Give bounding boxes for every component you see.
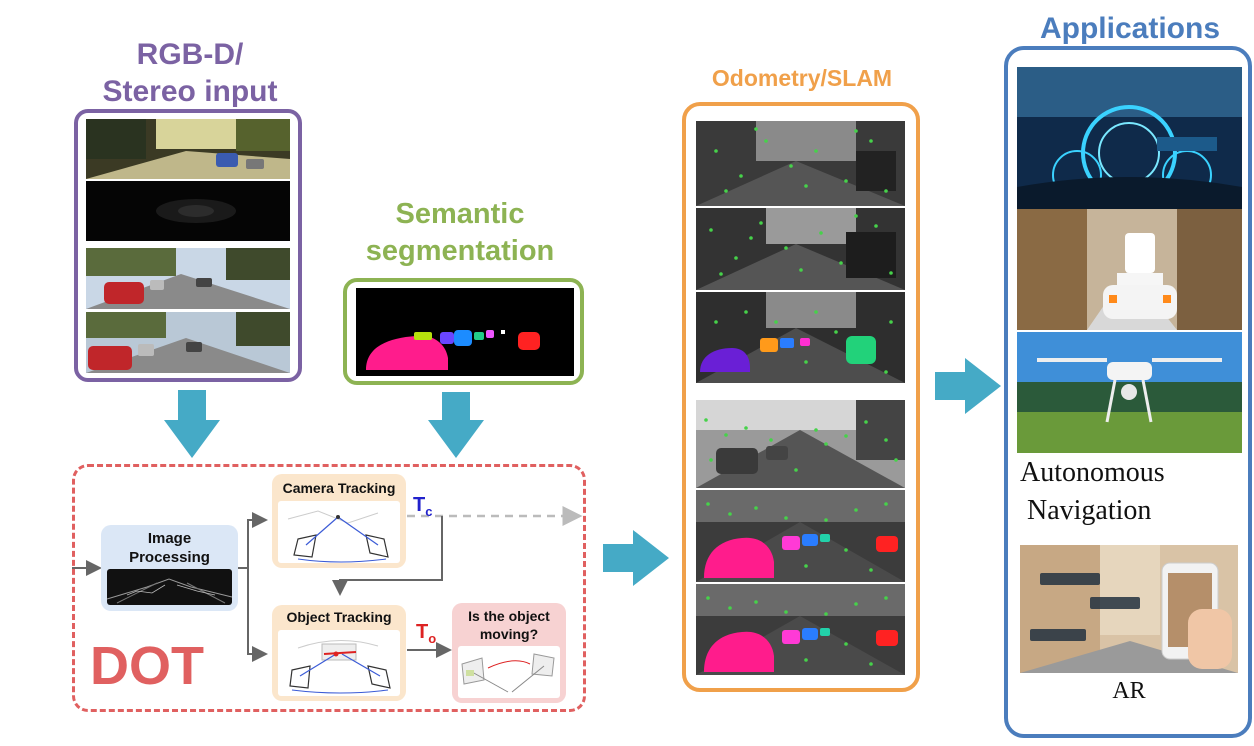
is-moving-diagram [458, 646, 560, 698]
ar-image [1020, 545, 1238, 673]
applications-title: Applications [1039, 12, 1220, 45]
camera-tracking-box: Camera Tracking [272, 474, 406, 568]
drone-image [1017, 332, 1242, 453]
dot-to-odometry-arrow [603, 530, 669, 586]
odometry-frame [682, 102, 920, 692]
warehouse-robot-image [1017, 209, 1242, 330]
tc-subscript: c [425, 504, 433, 519]
segmentation-title: Semantic segmentation [365, 198, 555, 267]
stereo-image-left [86, 248, 290, 309]
dot-frame [72, 464, 586, 712]
image-processing-box: Image Processing [101, 525, 238, 611]
autonomous-navigation-label: Autonomous Navigation [1020, 457, 1165, 526]
input-down-arrow [164, 390, 220, 458]
ar-label: AR [1112, 678, 1146, 704]
segmentation-frame [343, 278, 584, 385]
is-moving-box: Is the object moving? [452, 603, 566, 703]
odometry-gray-frame-3 [696, 400, 905, 488]
object-tracking-label: Object Tracking [286, 609, 392, 625]
camera-tracking-diagram [278, 501, 400, 563]
is-moving-label: Is the object moving? [468, 608, 550, 642]
autonomous-car-image [1017, 67, 1242, 209]
odometry-segmented-frame-3 [696, 584, 905, 675]
to-letter: T [416, 621, 429, 643]
depth-image [86, 181, 290, 241]
camera-tracking-label: Camera Tracking [282, 480, 396, 496]
rgb-image-1 [86, 119, 290, 179]
segmentation-down-arrow [428, 392, 484, 458]
odometry-to-applications-arrow [935, 358, 1001, 414]
segmentation-image [356, 288, 574, 376]
odometry-segmented-frame-1 [696, 292, 905, 383]
tc-symbol: Tc [413, 494, 432, 519]
object-tracking-box: Object Tracking [272, 605, 406, 701]
to-symbol: To [416, 621, 436, 646]
odometry-title: Odometry/SLAM [711, 65, 893, 91]
object-tracking-diagram [278, 630, 400, 696]
dot-label: DOT [90, 636, 204, 696]
image-processing-thumbnail [107, 569, 232, 605]
input-frame [74, 109, 302, 382]
odometry-segmented-frame-2 [696, 490, 905, 582]
image-processing-label: Image Processing [129, 530, 210, 566]
to-subscript: o [428, 631, 437, 646]
applications-frame [1004, 46, 1252, 738]
odometry-gray-frame-2 [696, 208, 905, 290]
dot-connectors [72, 506, 583, 662]
tc-letter: T [413, 494, 426, 516]
odometry-gray-frame-1 [696, 121, 905, 206]
stereo-image-right [86, 312, 290, 373]
input-title: RGB-D/ Stereo input [102, 38, 278, 108]
